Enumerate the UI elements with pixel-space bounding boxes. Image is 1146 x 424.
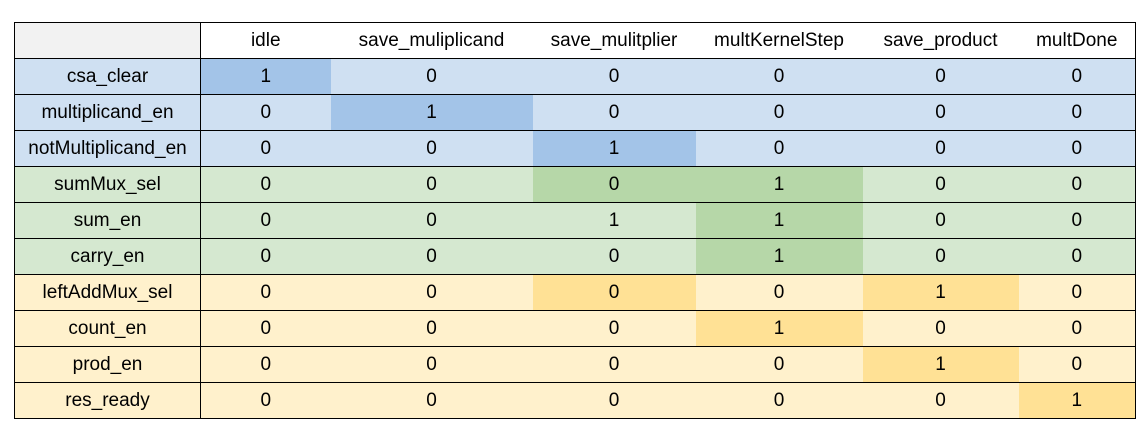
row-label: sum_en: [14, 202, 201, 239]
signal-value-cell: 1: [862, 346, 1019, 383]
row-label: res_ready: [14, 382, 201, 419]
table-row: prod_en 0 0 0 0 1 0: [14, 346, 1136, 383]
signal-value-cell: 0: [426, 317, 437, 339]
signal-value-cell: 0: [260, 353, 272, 375]
table-row: count_en 0 0 0 1 0 0: [14, 310, 1136, 347]
signal-value-cell: 1: [695, 238, 863, 275]
signal-value-cell: 0: [1018, 58, 1136, 95]
row-label: sumMux_sel: [14, 166, 201, 203]
row-label: leftAddMux_sel: [14, 274, 201, 311]
signal-value-cell: 0: [1018, 202, 1136, 239]
signal-value-cell: 0: [532, 382, 696, 419]
header-row: idle save_muliplicand save_mulitplier mu…: [14, 22, 1136, 59]
signal-value-cell: 1: [532, 130, 696, 167]
signal-value-cell: 0: [935, 209, 946, 231]
signal-value-cell: 0: [426, 65, 437, 87]
signal-value-cell: 0: [260, 245, 272, 267]
signal-value-cell: 0: [608, 245, 620, 267]
signal-value-cell: 0: [773, 137, 785, 159]
signal-value-cell: 0: [1018, 238, 1136, 275]
table-row: notMultiplicand_en 0 0 1 0 0 0: [14, 130, 1136, 167]
signal-value-cell: 0: [935, 137, 946, 159]
signal-value-cell: 1: [862, 274, 1019, 311]
signal-value-cell: 1: [695, 202, 863, 239]
signal-value-cell: 0: [773, 65, 785, 87]
control-signal-table: idle save_muliplicand save_mulitplier mu…: [14, 22, 1136, 419]
signal-value-cell: 0: [260, 281, 272, 303]
table-row: multiplicand_en 0 1 0 0 0 0: [14, 94, 1136, 131]
column-header: save_product: [862, 22, 1019, 59]
signal-value-cell: 0: [935, 317, 946, 339]
signal-value-cell: 0: [426, 209, 437, 231]
table-row: res_ready 0 0 0 0 0 1: [14, 382, 1136, 419]
signal-value-cell: 0: [260, 101, 272, 123]
row-label: count_en: [14, 310, 201, 347]
signal-value-cell: 0: [608, 317, 620, 339]
signal-value-cell: 0: [1018, 94, 1136, 131]
signal-value-cell: 0: [935, 245, 946, 267]
signal-value-cell: 0: [773, 281, 785, 303]
signal-value-cell: 0: [608, 353, 620, 375]
row-label: csa_clear: [14, 58, 201, 95]
row-label: notMultiplicand_en: [14, 130, 201, 167]
signal-value-cell: 0: [1018, 346, 1136, 383]
signal-value-cell: 0: [200, 382, 331, 419]
signal-value-cell: 1: [330, 94, 533, 131]
row-label: prod_en: [14, 346, 201, 383]
column-header: multDone: [1018, 22, 1136, 59]
signal-value-cell: 1: [1018, 382, 1136, 419]
signal-value-cell: 0: [426, 137, 437, 159]
signal-value-cell: 0: [1018, 310, 1136, 347]
table-row: sumMux_sel 0 0 0 1 0 0: [14, 166, 1136, 203]
column-header: idle: [200, 22, 331, 59]
signal-value-cell: 0: [1018, 166, 1136, 203]
table-row: csa_clear 1 0 0 0 0 0: [14, 58, 1136, 95]
signal-value-cell: 0: [260, 209, 272, 231]
table-row: carry_en 0 0 0 1 0 0: [14, 238, 1136, 275]
signal-value-cell: 1: [200, 58, 331, 95]
signal-value-cell: 0: [260, 317, 272, 339]
signal-value-cell: 0: [935, 173, 946, 195]
signal-value-cell: 0: [1018, 274, 1136, 311]
signal-value-cell: 1: [695, 166, 863, 203]
signal-value-cell: 0: [426, 353, 437, 375]
row-label: multiplicand_en: [14, 94, 201, 131]
signal-value-cell: 0: [773, 101, 785, 123]
column-header: multKernelStep: [695, 22, 863, 59]
signal-value-cell: 0: [1018, 130, 1136, 167]
table-row: leftAddMux_sel 0 0 0 0 1 0: [14, 274, 1136, 311]
signal-value-cell: 0: [695, 382, 863, 419]
signal-value-cell: 0: [862, 382, 1019, 419]
signal-value-cell: 0: [532, 166, 696, 203]
signal-value-cell: 0: [773, 353, 785, 375]
signal-value-cell: 0: [426, 245, 437, 267]
signal-value-cell: 1: [695, 310, 863, 347]
signal-value-cell: 0: [935, 101, 946, 123]
signal-value-cell: 0: [260, 173, 272, 195]
table-row: sum_en 0 0 1 1 0 0: [14, 202, 1136, 239]
row-label: carry_en: [14, 238, 201, 275]
signal-value-cell: 0: [935, 65, 946, 87]
signal-value-cell: 0: [608, 65, 620, 87]
signal-value-cell: 0: [330, 382, 533, 419]
signal-value-cell: 0: [608, 101, 620, 123]
column-header: save_mulitplier: [532, 22, 696, 59]
signal-value-cell: 1: [608, 209, 620, 231]
corner-cell: [14, 22, 201, 59]
signal-value-cell: 0: [260, 137, 272, 159]
column-header: save_muliplicand: [330, 22, 533, 59]
signal-value-cell: 0: [426, 173, 437, 195]
signal-value-cell: 0: [426, 281, 437, 303]
signal-value-cell: 0: [532, 274, 696, 311]
